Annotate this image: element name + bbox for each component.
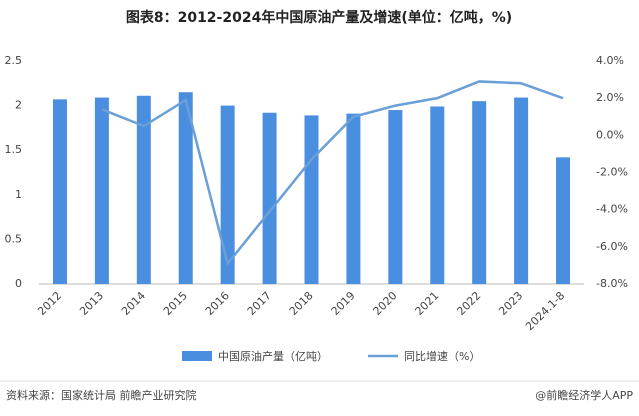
bar <box>556 157 571 284</box>
x-tick-label: 2014 <box>119 289 148 318</box>
y-tick-label: 1 <box>15 188 22 201</box>
line <box>101 80 564 267</box>
y2-tick-label: -2.0% <box>596 166 628 179</box>
bar <box>220 105 235 284</box>
x-tick-label: 2012 <box>35 289 64 318</box>
bar <box>178 92 193 284</box>
x-tick-label: 2024.1-8 <box>523 289 567 333</box>
x-tick-label: 2019 <box>329 289 358 318</box>
y2-tick-label: -4.0% <box>596 203 628 216</box>
legend-label: 同比增速（%） <box>404 349 480 363</box>
x-tick-label: 2020 <box>371 289 400 318</box>
y2-tick-label: -8.0% <box>596 277 628 290</box>
bar <box>262 112 277 285</box>
x-tick-label: 2021 <box>413 289 442 318</box>
source: 资料来源：国家统计局 前瞻产业研究院 <box>6 388 197 402</box>
credit: @前瞻经济学人APP <box>535 388 633 402</box>
y-tick-label: 2.5 <box>5 54 23 67</box>
legend-label: 中国原油产量（亿吨） <box>218 349 328 363</box>
bar <box>346 113 361 285</box>
bar <box>94 97 109 285</box>
x-tick-label: 2015 <box>161 289 190 318</box>
bar <box>514 97 529 285</box>
y2-tick-label: 0.0% <box>596 128 624 141</box>
y-tick-label: 0 <box>15 277 22 290</box>
y-tick-label: 0.5 <box>5 232 23 245</box>
bar <box>52 99 67 284</box>
y2-tick-label: -6.0% <box>596 240 628 253</box>
x-tick-label: 2023 <box>496 289 525 318</box>
bar <box>304 115 319 284</box>
bar <box>430 106 445 284</box>
x-tick-label: 2022 <box>454 289 483 318</box>
y-tick-label: 2 <box>15 99 22 112</box>
y2-tick-label: 4.0% <box>596 54 624 67</box>
x-tick-label: 2016 <box>203 289 232 318</box>
x-tick-label: 2017 <box>245 289 274 318</box>
y-tick-label: 1.5 <box>5 143 23 156</box>
x-tick-label: 2013 <box>77 289 106 318</box>
bar <box>136 95 151 285</box>
bar <box>472 101 487 284</box>
legend-swatch <box>182 351 212 361</box>
x-tick-label: 2018 <box>287 289 316 318</box>
y2-tick-label: 2.0% <box>596 91 624 104</box>
bar <box>388 110 403 284</box>
chart-title: 图表8：2012-2024年中国原油产量及增速(单位：亿吨，%) <box>126 9 512 26</box>
